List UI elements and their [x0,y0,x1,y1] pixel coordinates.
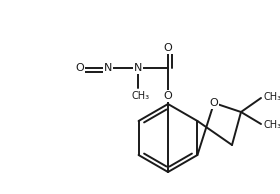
Text: O: O [164,43,172,53]
Text: CH₃: CH₃ [132,91,150,101]
Text: CH₃: CH₃ [264,92,280,102]
Text: N: N [134,63,142,73]
Text: N: N [104,63,112,73]
Text: O: O [76,63,84,73]
Text: O: O [210,98,218,108]
Text: O: O [164,91,172,101]
Text: CH₃: CH₃ [264,120,280,130]
